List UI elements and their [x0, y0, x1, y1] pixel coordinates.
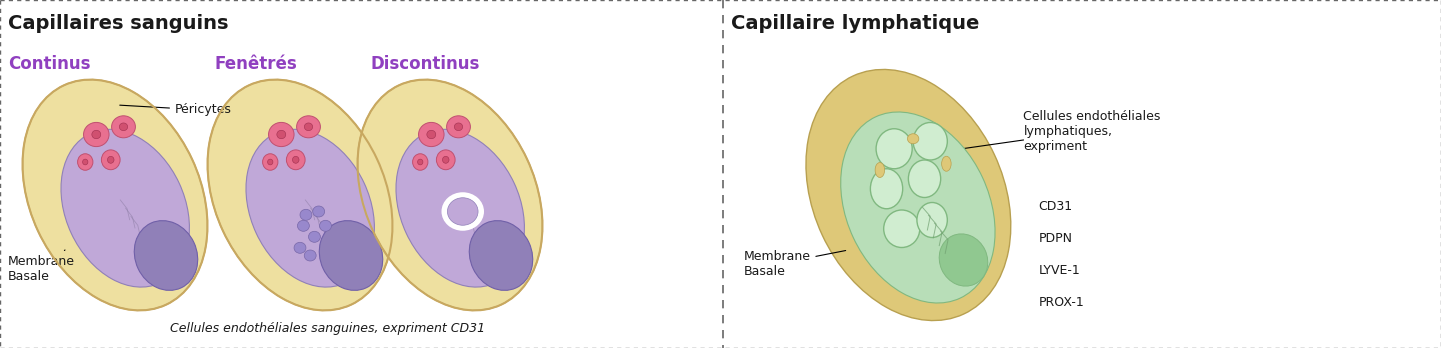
- Ellipse shape: [293, 156, 300, 163]
- Ellipse shape: [304, 250, 316, 261]
- Text: Cellules endothéliales
lymphatiques,
expriment: Cellules endothéliales lymphatiques, exp…: [1023, 110, 1161, 153]
- Ellipse shape: [300, 209, 311, 220]
- Ellipse shape: [297, 116, 320, 138]
- Text: Membrane
Basale: Membrane Basale: [744, 250, 846, 278]
- Ellipse shape: [23, 80, 208, 310]
- Ellipse shape: [304, 123, 313, 130]
- Ellipse shape: [941, 156, 951, 171]
- Ellipse shape: [120, 123, 128, 130]
- Ellipse shape: [840, 112, 996, 303]
- Ellipse shape: [357, 80, 542, 310]
- Text: LYVE-1: LYVE-1: [1039, 264, 1081, 277]
- Ellipse shape: [111, 116, 135, 138]
- Ellipse shape: [61, 129, 189, 287]
- Text: Fenêtrés: Fenêtrés: [215, 55, 298, 73]
- Ellipse shape: [454, 123, 463, 130]
- Text: Cellules endothéliales sanguines, expriment CD31: Cellules endothéliales sanguines, exprim…: [170, 322, 486, 335]
- Ellipse shape: [418, 122, 444, 147]
- Ellipse shape: [447, 116, 470, 138]
- Text: Continus: Continus: [9, 55, 91, 73]
- Ellipse shape: [92, 130, 101, 139]
- Text: Membrane
Basale: Membrane Basale: [9, 250, 75, 283]
- Ellipse shape: [108, 156, 114, 163]
- Ellipse shape: [287, 150, 305, 170]
- Ellipse shape: [277, 130, 285, 139]
- Ellipse shape: [448, 198, 478, 225]
- Ellipse shape: [294, 242, 305, 253]
- Ellipse shape: [908, 160, 941, 198]
- Ellipse shape: [914, 122, 947, 160]
- Ellipse shape: [441, 192, 484, 231]
- Ellipse shape: [246, 129, 375, 287]
- Ellipse shape: [262, 154, 278, 170]
- Ellipse shape: [268, 122, 294, 147]
- Ellipse shape: [412, 154, 428, 170]
- Ellipse shape: [437, 150, 455, 170]
- Ellipse shape: [134, 221, 197, 290]
- Ellipse shape: [396, 129, 525, 287]
- Ellipse shape: [78, 154, 92, 170]
- Ellipse shape: [870, 169, 902, 209]
- Ellipse shape: [208, 80, 392, 310]
- Text: Capillaires sanguins: Capillaires sanguins: [9, 14, 229, 33]
- Text: CD31: CD31: [1039, 200, 1072, 213]
- Ellipse shape: [908, 134, 919, 144]
- Ellipse shape: [297, 220, 310, 231]
- Ellipse shape: [84, 122, 110, 147]
- Text: Péricytes: Péricytes: [120, 103, 232, 117]
- Ellipse shape: [875, 163, 885, 177]
- Ellipse shape: [427, 130, 435, 139]
- Ellipse shape: [308, 231, 320, 242]
- Ellipse shape: [883, 210, 919, 247]
- Ellipse shape: [320, 220, 331, 231]
- Ellipse shape: [876, 129, 912, 169]
- Ellipse shape: [442, 156, 450, 163]
- Text: PDPN: PDPN: [1039, 232, 1072, 245]
- Ellipse shape: [806, 70, 1010, 321]
- Ellipse shape: [940, 234, 987, 286]
- Ellipse shape: [268, 159, 272, 165]
- Text: PROX-1: PROX-1: [1039, 296, 1084, 309]
- Ellipse shape: [916, 203, 947, 237]
- Ellipse shape: [313, 206, 324, 217]
- Ellipse shape: [320, 221, 383, 290]
- Ellipse shape: [101, 150, 120, 170]
- Text: Discontinus: Discontinus: [370, 55, 480, 73]
- Ellipse shape: [418, 159, 422, 165]
- Text: Capillaire lymphatique: Capillaire lymphatique: [732, 14, 980, 33]
- Ellipse shape: [470, 221, 533, 290]
- Ellipse shape: [82, 159, 88, 165]
